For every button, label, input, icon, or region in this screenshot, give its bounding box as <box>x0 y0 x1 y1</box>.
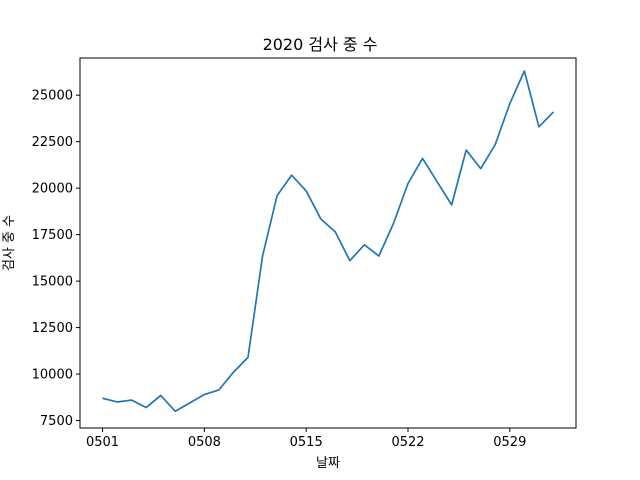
y-tick-label: 25000 <box>32 89 73 104</box>
series-line <box>102 70 555 413</box>
chart-title: 2020 검사 중 수 <box>263 35 378 54</box>
y-tick-label: 20000 <box>32 182 73 197</box>
x-tick-label: 0508 <box>188 435 221 450</box>
x-axis: 0501 0508 0515 0522 0529 <box>86 428 526 450</box>
y-axis: 7500 10000 12500 15000 17500 20000 22500 25000 <box>32 89 80 429</box>
x-tick-label: 0529 <box>493 435 526 450</box>
y-tick-label: 15000 <box>32 275 73 290</box>
y-tick-label: 10000 <box>32 368 73 383</box>
y-tick-label: 22500 <box>32 135 73 150</box>
x-axis-label: 날짜 <box>316 456 340 471</box>
x-tick-label: 0501 <box>86 435 119 450</box>
y-tick-label: 7500 <box>40 414 73 429</box>
x-tick-label: 0522 <box>391 435 424 450</box>
plot-frame <box>79 57 577 429</box>
x-tick-label: 0515 <box>290 435 323 450</box>
y-tick-label: 12500 <box>32 321 73 336</box>
y-axis-label: 검사 중 수 <box>2 215 17 271</box>
y-tick-label: 17500 <box>32 228 73 243</box>
plot-area <box>102 70 555 413</box>
